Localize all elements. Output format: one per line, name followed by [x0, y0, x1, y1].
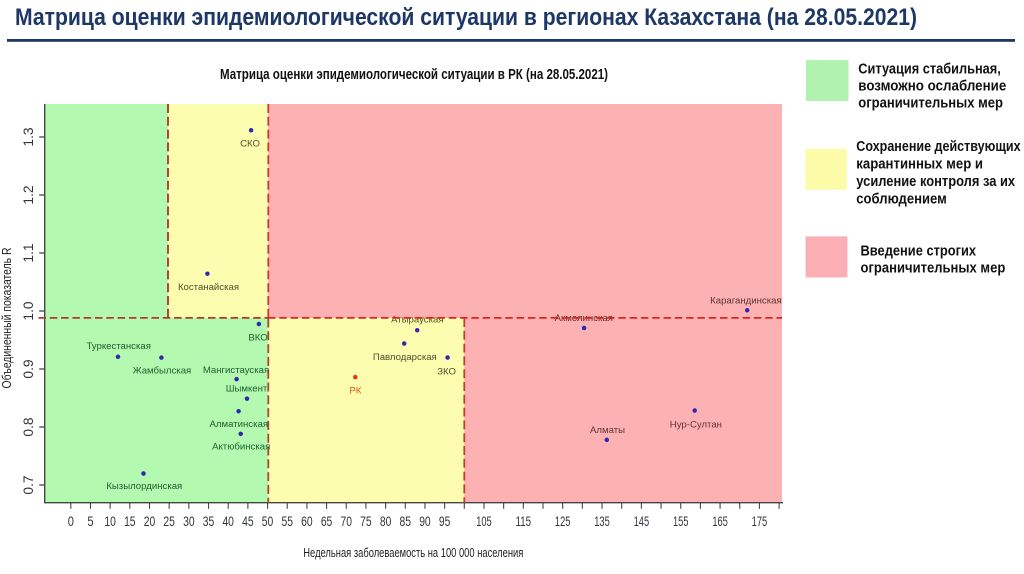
svg-text:Павлодарская: Павлодарская [373, 352, 437, 363]
svg-text:Шымкент: Шымкент [226, 384, 268, 395]
svg-text:Кызылординская: Кызылординская [106, 481, 182, 492]
svg-text:СКО: СКО [240, 139, 260, 150]
svg-text:70: 70 [341, 514, 353, 529]
svg-text:145: 145 [634, 514, 650, 529]
svg-text:0: 0 [68, 514, 74, 529]
svg-text:Жамбылская: Жамбылская [133, 366, 192, 377]
svg-text:175: 175 [752, 514, 768, 529]
svg-text:60: 60 [301, 514, 313, 529]
svg-text:1.3: 1.3 [21, 127, 36, 147]
svg-text:Атырауская: Атырауская [391, 315, 443, 326]
svg-text:1.1: 1.1 [21, 243, 36, 262]
svg-text:Объединенный показатель R: Объединенный показатель R [0, 248, 14, 389]
svg-text:ограничительных мер: ограничительных мер [858, 96, 1003, 112]
svg-text:Алматы: Алматы [590, 425, 625, 436]
svg-text:80: 80 [380, 514, 392, 529]
svg-text:0.7: 0.7 [21, 475, 36, 494]
svg-text:165: 165 [712, 514, 728, 529]
svg-text:50: 50 [262, 514, 274, 529]
svg-text:ВКО: ВКО [248, 332, 267, 343]
svg-text:карантинных мер и: карантинных мер и [856, 157, 983, 173]
svg-text:125: 125 [555, 514, 571, 529]
svg-text:20: 20 [144, 514, 156, 529]
svg-text:Актюбинская: Актюбинская [212, 442, 270, 453]
svg-text:95: 95 [439, 514, 451, 529]
svg-text:85: 85 [400, 514, 412, 529]
svg-text:90: 90 [419, 514, 431, 529]
svg-text:55: 55 [281, 514, 293, 529]
svg-text:Карагандинская: Карагандинская [710, 295, 782, 306]
svg-text:Туркестанская: Туркестанская [86, 341, 150, 352]
svg-text:135: 135 [594, 514, 610, 529]
svg-text:Недельная заболеваемость на 10: Недельная заболеваемость на 100 000 насе… [303, 546, 523, 560]
svg-text:Матрица оценки эпидемиологичес: Матрица оценки эпидемиологической ситуац… [15, 4, 917, 31]
svg-text:усиление контроля за их: усиление контроля за их [856, 174, 1015, 190]
svg-text:Ситуация стабильная,: Ситуация стабильная, [858, 62, 1001, 78]
svg-text:1.0: 1.0 [21, 301, 36, 321]
svg-text:Нур-Султан: Нур-Султан [670, 420, 722, 431]
svg-text:35: 35 [203, 514, 215, 529]
svg-text:Введение строгих: Введение строгих [861, 243, 977, 259]
svg-text:РК: РК [349, 385, 361, 396]
svg-text:ограничительных мер: ограничительных мер [861, 261, 1006, 277]
svg-text:40: 40 [222, 514, 234, 529]
svg-text:Костанайская: Костанайская [178, 282, 239, 293]
svg-text:Акмолинская: Акмолинская [555, 313, 613, 324]
svg-text:возможно ослабление: возможно ослабление [858, 79, 1006, 95]
svg-text:Мангистауская: Мангистауская [203, 365, 269, 376]
svg-text:соблюдением: соблюдением [856, 192, 947, 208]
svg-text:115: 115 [516, 514, 532, 529]
svg-text:Матрица оценки эпидемиологичес: Матрица оценки эпидемиологической ситуац… [220, 66, 608, 83]
svg-text:Алматинская: Алматинская [210, 419, 269, 430]
svg-text:5: 5 [87, 514, 93, 529]
svg-text:45: 45 [242, 514, 254, 529]
svg-text:155: 155 [673, 514, 689, 529]
svg-text:25: 25 [163, 514, 175, 529]
svg-text:10: 10 [104, 514, 116, 529]
svg-text:0.9: 0.9 [21, 359, 36, 379]
svg-text:0.8: 0.8 [21, 417, 36, 437]
svg-text:Сохранение действующих: Сохранение действующих [856, 139, 1020, 155]
svg-text:1.2: 1.2 [21, 185, 36, 204]
svg-text:65: 65 [321, 514, 333, 529]
svg-text:ЗКО: ЗКО [437, 367, 456, 378]
svg-text:30: 30 [183, 514, 195, 529]
svg-text:15: 15 [124, 514, 136, 529]
svg-text:75: 75 [360, 514, 372, 529]
svg-text:105: 105 [476, 514, 492, 529]
